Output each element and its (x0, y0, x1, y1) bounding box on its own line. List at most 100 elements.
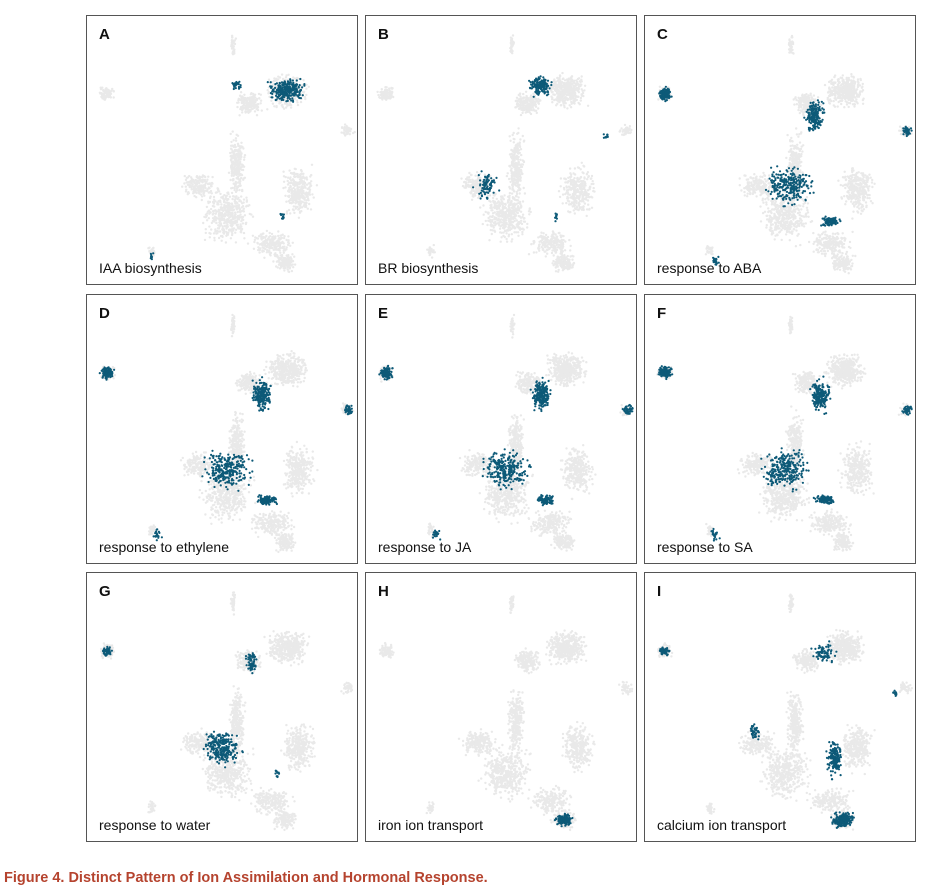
background-cell-dot (255, 114, 259, 117)
background-cell-dot (270, 99, 273, 103)
background-cell-dot (183, 182, 186, 185)
background-cell-dot (532, 99, 535, 103)
background-cell-dot (291, 199, 294, 202)
highlight-cell-dot (287, 88, 290, 91)
highlight-cell-dot (282, 213, 285, 216)
background-cell-dot (519, 148, 523, 151)
background-cell-dot (569, 249, 572, 252)
background-cell-dot (580, 185, 584, 188)
background-cell-dot (292, 186, 295, 190)
background-cell-dot (287, 208, 291, 212)
background-cell-dot (226, 225, 229, 228)
highlight-cell-dot (279, 87, 282, 91)
background-cell-dot (378, 96, 381, 99)
background-cell-dot (571, 187, 574, 190)
background-cell-dot (189, 185, 193, 188)
background-cell-dot (237, 172, 241, 175)
background-cell-dot (581, 171, 584, 174)
background-cell-dot (510, 174, 513, 177)
background-cell-dot (234, 202, 237, 205)
background-cell-dot (229, 237, 233, 240)
background-cell-dot (202, 221, 205, 225)
background-cell-dot (207, 175, 210, 178)
background-cell-dot (205, 180, 208, 183)
highlight-cell-dot (290, 99, 293, 102)
background-cell-dot (376, 90, 379, 94)
background-cell-dot (253, 110, 257, 113)
background-cell-dot (498, 227, 502, 230)
background-cell-dot (560, 238, 563, 242)
background-cell-dot (240, 163, 244, 166)
background-cell-dot (252, 96, 256, 100)
background-cell-dot (514, 226, 517, 230)
background-cell-dot (537, 247, 540, 251)
background-cell-dot (552, 244, 555, 248)
background-cell-dot (569, 172, 572, 175)
background-cell-dot (508, 225, 511, 229)
highlight-cell-dot (234, 82, 238, 85)
background-cell-dot (213, 236, 216, 240)
background-cell-dot (285, 210, 289, 213)
background-cell-dot (224, 212, 227, 216)
background-cell-dot (209, 195, 212, 198)
background-cell-dot (560, 256, 563, 260)
background-cell-dot (511, 34, 515, 37)
background-cell-dot (505, 221, 508, 225)
background-cell-dot (554, 84, 557, 87)
background-cell-dot (353, 130, 356, 134)
background-cell-dot (559, 104, 563, 107)
background-cell-dot (188, 180, 191, 183)
highlight-cell-dot (298, 91, 301, 95)
background-cell-dot (543, 243, 546, 246)
background-cell-dot (216, 229, 219, 233)
background-cell-dot (516, 150, 519, 154)
background-cell-dot (565, 87, 569, 90)
background-cell-dot (262, 250, 265, 253)
background-cell-dot (221, 225, 224, 228)
background-cell-dot (464, 177, 468, 181)
background-cell-dot (498, 224, 501, 227)
background-cell-dot (510, 148, 513, 152)
background-cell-dot (230, 148, 233, 151)
background-cell-dot (280, 253, 284, 257)
background-cell-dot (230, 140, 233, 144)
highlight-cell-dot (286, 95, 289, 98)
background-cell-dot (281, 262, 284, 266)
background-cell-dot (487, 216, 490, 220)
background-cell-dot (513, 202, 516, 205)
background-cell-dot (558, 98, 562, 102)
background-cell-dot (217, 214, 221, 218)
background-cell-dot (233, 165, 236, 168)
background-cell-dot (312, 196, 315, 199)
background-cell-dot (583, 182, 586, 185)
background-cell-dot (307, 85, 310, 89)
background-cell-dot (267, 251, 271, 254)
background-cell-dot (231, 209, 235, 212)
background-cell-dot (579, 176, 582, 179)
background-cell-dot (233, 222, 236, 225)
background-cell-dot (280, 241, 283, 245)
background-cell-dot (237, 227, 240, 230)
background-cell-dot (515, 147, 519, 150)
background-cell-dot (193, 190, 197, 194)
background-cell-dot (303, 95, 307, 99)
background-cell-dot (522, 186, 525, 190)
background-cell-dot (241, 222, 245, 225)
background-cell-dot (568, 200, 571, 203)
background-cell-dot (307, 199, 310, 202)
background-cell-dot (199, 186, 203, 189)
highlight-cell-dot (292, 92, 295, 95)
background-cell-dot (494, 220, 497, 223)
background-cell-dot (293, 255, 296, 258)
background-cell-dot (554, 248, 558, 251)
background-cell-dot (513, 151, 517, 154)
background-cell-dot (510, 192, 514, 195)
background-cell-dot (511, 180, 515, 183)
background-cell-dot (570, 100, 573, 104)
background-cell-dot (278, 76, 282, 79)
background-cell-dot (567, 260, 571, 263)
background-cell-dot (295, 175, 298, 178)
background-cell-dot (243, 154, 247, 157)
highlight-cell-dot (286, 80, 289, 83)
background-cell-dot (573, 199, 576, 202)
